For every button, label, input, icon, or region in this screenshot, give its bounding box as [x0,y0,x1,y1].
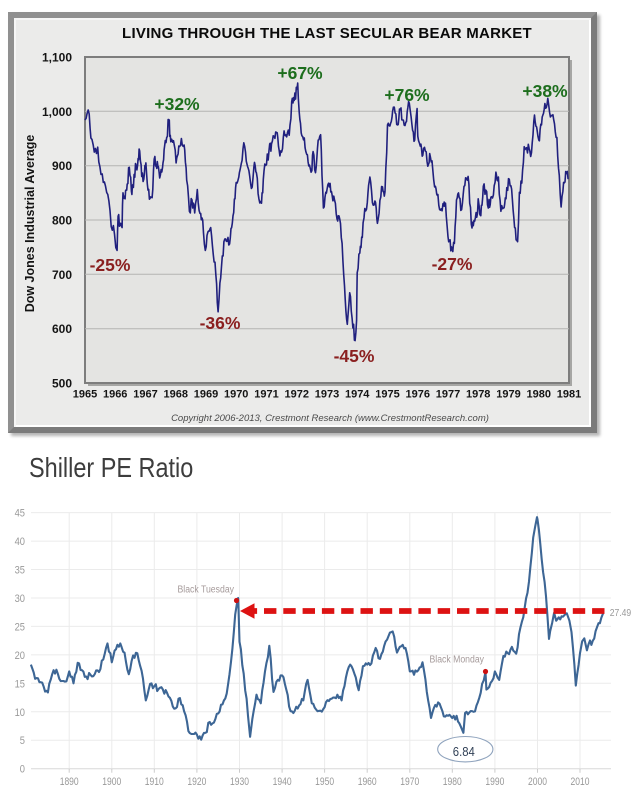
svg-text:1930: 1930 [230,776,249,788]
svg-text:20: 20 [15,650,25,662]
svg-text:40: 40 [15,536,25,548]
svg-text:1965: 1965 [73,389,97,401]
svg-text:800: 800 [52,214,72,228]
svg-text:10: 10 [15,707,25,719]
svg-text:0: 0 [20,764,25,776]
svg-text:+67%: +67% [277,63,323,83]
svg-text:1960: 1960 [358,776,377,788]
svg-text:1920: 1920 [187,776,206,788]
svg-text:1980: 1980 [443,776,462,788]
svg-text:2000: 2000 [528,776,547,788]
svg-text:1969: 1969 [194,389,218,401]
svg-text:25: 25 [15,621,25,633]
svg-text:30: 30 [15,593,25,605]
svg-text:1979: 1979 [496,389,520,401]
svg-text:2010: 2010 [571,776,590,788]
svg-text:1980: 1980 [527,389,551,401]
svg-text:500: 500 [52,377,72,391]
svg-text:1950: 1950 [315,776,334,788]
svg-text:Dow Jones Industrial Average: Dow Jones Industrial Average [23,135,37,313]
svg-text:600: 600 [52,322,72,336]
svg-text:1974: 1974 [345,389,370,401]
svg-text:1890: 1890 [60,776,79,788]
svg-text:1975: 1975 [375,389,399,401]
svg-text:1976: 1976 [406,389,430,401]
svg-text:1910: 1910 [145,776,164,788]
svg-text:1968: 1968 [164,389,188,401]
svg-text:1967: 1967 [133,389,157,401]
svg-text:5: 5 [20,735,25,747]
svg-text:6.84: 6.84 [453,744,475,759]
svg-text:+76%: +76% [384,85,430,105]
svg-text:Black Monday: Black Monday [430,655,485,666]
svg-text:1973: 1973 [315,389,339,401]
svg-text:35: 35 [15,565,25,577]
svg-text:900: 900 [52,159,72,173]
svg-text:1971: 1971 [254,389,278,401]
svg-text:-45%: -45% [334,346,375,366]
svg-text:1981: 1981 [557,389,581,401]
svg-text:15: 15 [15,678,25,690]
svg-text:1900: 1900 [102,776,121,788]
svg-text:1970: 1970 [400,776,419,788]
svg-text:27.49: 27.49 [610,608,632,619]
svg-text:1,000: 1,000 [42,105,72,119]
svg-text:1,100: 1,100 [42,51,72,65]
svg-text:Black Tuesday: Black Tuesday [178,585,235,596]
svg-text:1966: 1966 [103,389,127,401]
svg-text:+38%: +38% [522,81,568,101]
svg-text:-36%: -36% [200,313,241,333]
svg-text:1978: 1978 [466,389,490,401]
svg-text:1972: 1972 [285,389,309,401]
svg-text:1970: 1970 [224,389,248,401]
svg-text:-27%: -27% [432,254,473,274]
svg-text:45: 45 [15,508,25,520]
svg-text:1977: 1977 [436,389,460,401]
svg-text:+32%: +32% [154,94,200,114]
svg-text:700: 700 [52,268,72,282]
svg-text:1940: 1940 [273,776,292,788]
svg-text:1990: 1990 [485,776,504,788]
svg-text:-25%: -25% [90,255,131,275]
